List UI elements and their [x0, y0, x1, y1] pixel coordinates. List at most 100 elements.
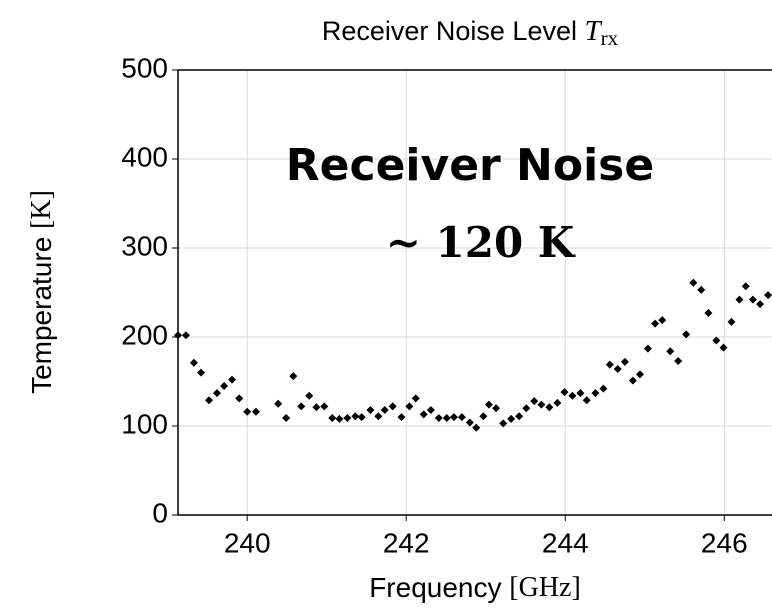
title-symbol: T	[585, 15, 603, 47]
point	[228, 375, 237, 384]
point	[457, 413, 466, 422]
point	[357, 413, 366, 422]
point	[735, 295, 744, 304]
point	[636, 370, 644, 379]
point	[351, 412, 360, 421]
point	[568, 391, 577, 400]
point	[189, 358, 198, 367]
point	[605, 360, 614, 369]
point	[674, 357, 683, 366]
title-subscript: rx	[601, 26, 619, 50]
point	[756, 300, 765, 309]
point	[613, 365, 622, 374]
point	[419, 410, 428, 419]
x-tick-label: 240	[224, 527, 271, 558]
point	[274, 399, 283, 408]
point	[530, 397, 539, 406]
point	[522, 404, 531, 413]
point	[507, 414, 516, 423]
point	[582, 396, 591, 405]
y-label-unit: [K]	[26, 190, 57, 229]
point	[212, 389, 221, 398]
point	[297, 402, 306, 411]
point	[366, 405, 375, 414]
point	[197, 368, 206, 377]
point	[666, 347, 675, 356]
point	[251, 407, 260, 416]
point	[374, 412, 383, 421]
point	[658, 316, 667, 325]
point	[449, 413, 458, 422]
point	[515, 412, 524, 421]
chart-title: Receiver Noise Level Trx	[322, 15, 619, 50]
y-tick-label: 400	[121, 141, 168, 172]
point	[643, 344, 652, 353]
title-text: Receiver Noise Level	[322, 16, 577, 46]
point	[181, 331, 190, 340]
point	[591, 389, 600, 398]
y-tick-label: 500	[121, 52, 168, 83]
point	[484, 400, 493, 409]
point	[312, 403, 321, 412]
point	[243, 407, 252, 416]
point	[492, 404, 501, 413]
point	[282, 413, 291, 422]
point	[289, 372, 298, 381]
x-tick-label: 244	[542, 527, 589, 558]
point	[576, 389, 585, 398]
point	[682, 330, 691, 339]
point	[599, 384, 608, 393]
annotation: ~ 120 K	[386, 218, 576, 267]
point	[499, 419, 508, 428]
point	[235, 394, 244, 403]
point	[405, 402, 414, 411]
point	[388, 402, 397, 411]
point	[537, 400, 546, 409]
point	[553, 398, 562, 407]
point	[741, 282, 750, 291]
point	[434, 413, 443, 422]
x-tick-label: 246	[701, 527, 748, 558]
point	[651, 319, 660, 328]
point	[380, 405, 389, 414]
point	[704, 308, 713, 317]
point	[719, 343, 728, 352]
point	[697, 285, 706, 294]
annotation: Receiver Noise	[286, 140, 654, 191]
point	[545, 403, 554, 412]
point	[472, 423, 481, 432]
y-tick-label: 200	[121, 319, 168, 350]
point	[628, 376, 637, 385]
point	[328, 413, 337, 422]
points	[174, 278, 772, 432]
point	[465, 418, 474, 427]
x-axis-label: Frequency [GHz]	[369, 572, 581, 603]
point	[748, 295, 757, 304]
point	[335, 414, 344, 423]
point	[560, 388, 569, 397]
point	[205, 396, 214, 405]
grid	[172, 69, 772, 521]
point	[689, 278, 698, 287]
point	[411, 394, 420, 403]
x-label-text: Frequency	[369, 572, 501, 603]
point	[712, 336, 721, 345]
point	[343, 413, 352, 422]
y-tick-label: 100	[121, 408, 168, 439]
point	[320, 402, 329, 411]
point	[727, 317, 736, 326]
point	[620, 357, 629, 366]
y-axis-label: Temperature [K]	[26, 190, 57, 394]
y-label-text: Temperature	[26, 237, 57, 394]
x-tick-label: 242	[383, 527, 430, 558]
point	[305, 391, 314, 400]
point	[220, 381, 229, 390]
point	[764, 291, 772, 300]
point	[479, 412, 488, 421]
y-tick-label: 300	[121, 230, 168, 261]
point	[397, 413, 406, 422]
x-label-unit: [GHz]	[509, 572, 581, 603]
point	[442, 413, 451, 422]
y-tick-label: 0	[152, 497, 168, 528]
